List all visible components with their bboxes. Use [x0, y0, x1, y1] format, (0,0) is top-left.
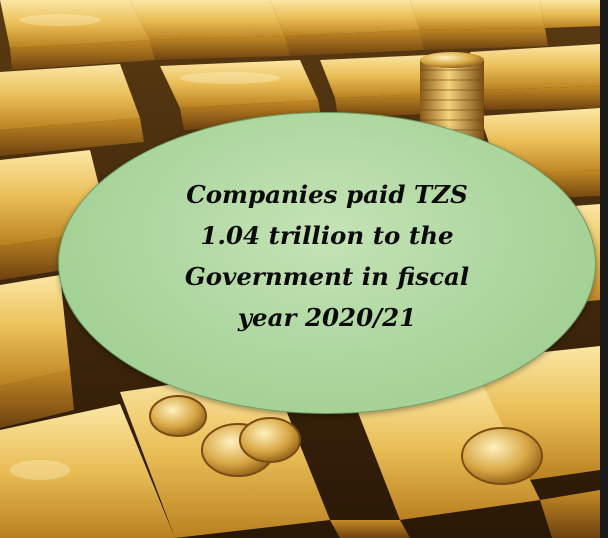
- callout-line-4: year 2020/21: [237, 303, 417, 332]
- coins-front: [149, 395, 543, 485]
- right-border: [600, 0, 608, 538]
- callout-line-1: Companies paid TZS: [186, 180, 468, 209]
- callout-text: Companies paid TZS 1.04 trillion to the …: [147, 174, 507, 338]
- callout-line-3: Government in fiscal: [184, 262, 470, 291]
- bar-row-back: [0, 0, 600, 70]
- callout-line-2: 1.04 trillion to the: [200, 221, 454, 250]
- info-callout-ellipse: Companies paid TZS 1.04 trillion to the …: [58, 112, 596, 414]
